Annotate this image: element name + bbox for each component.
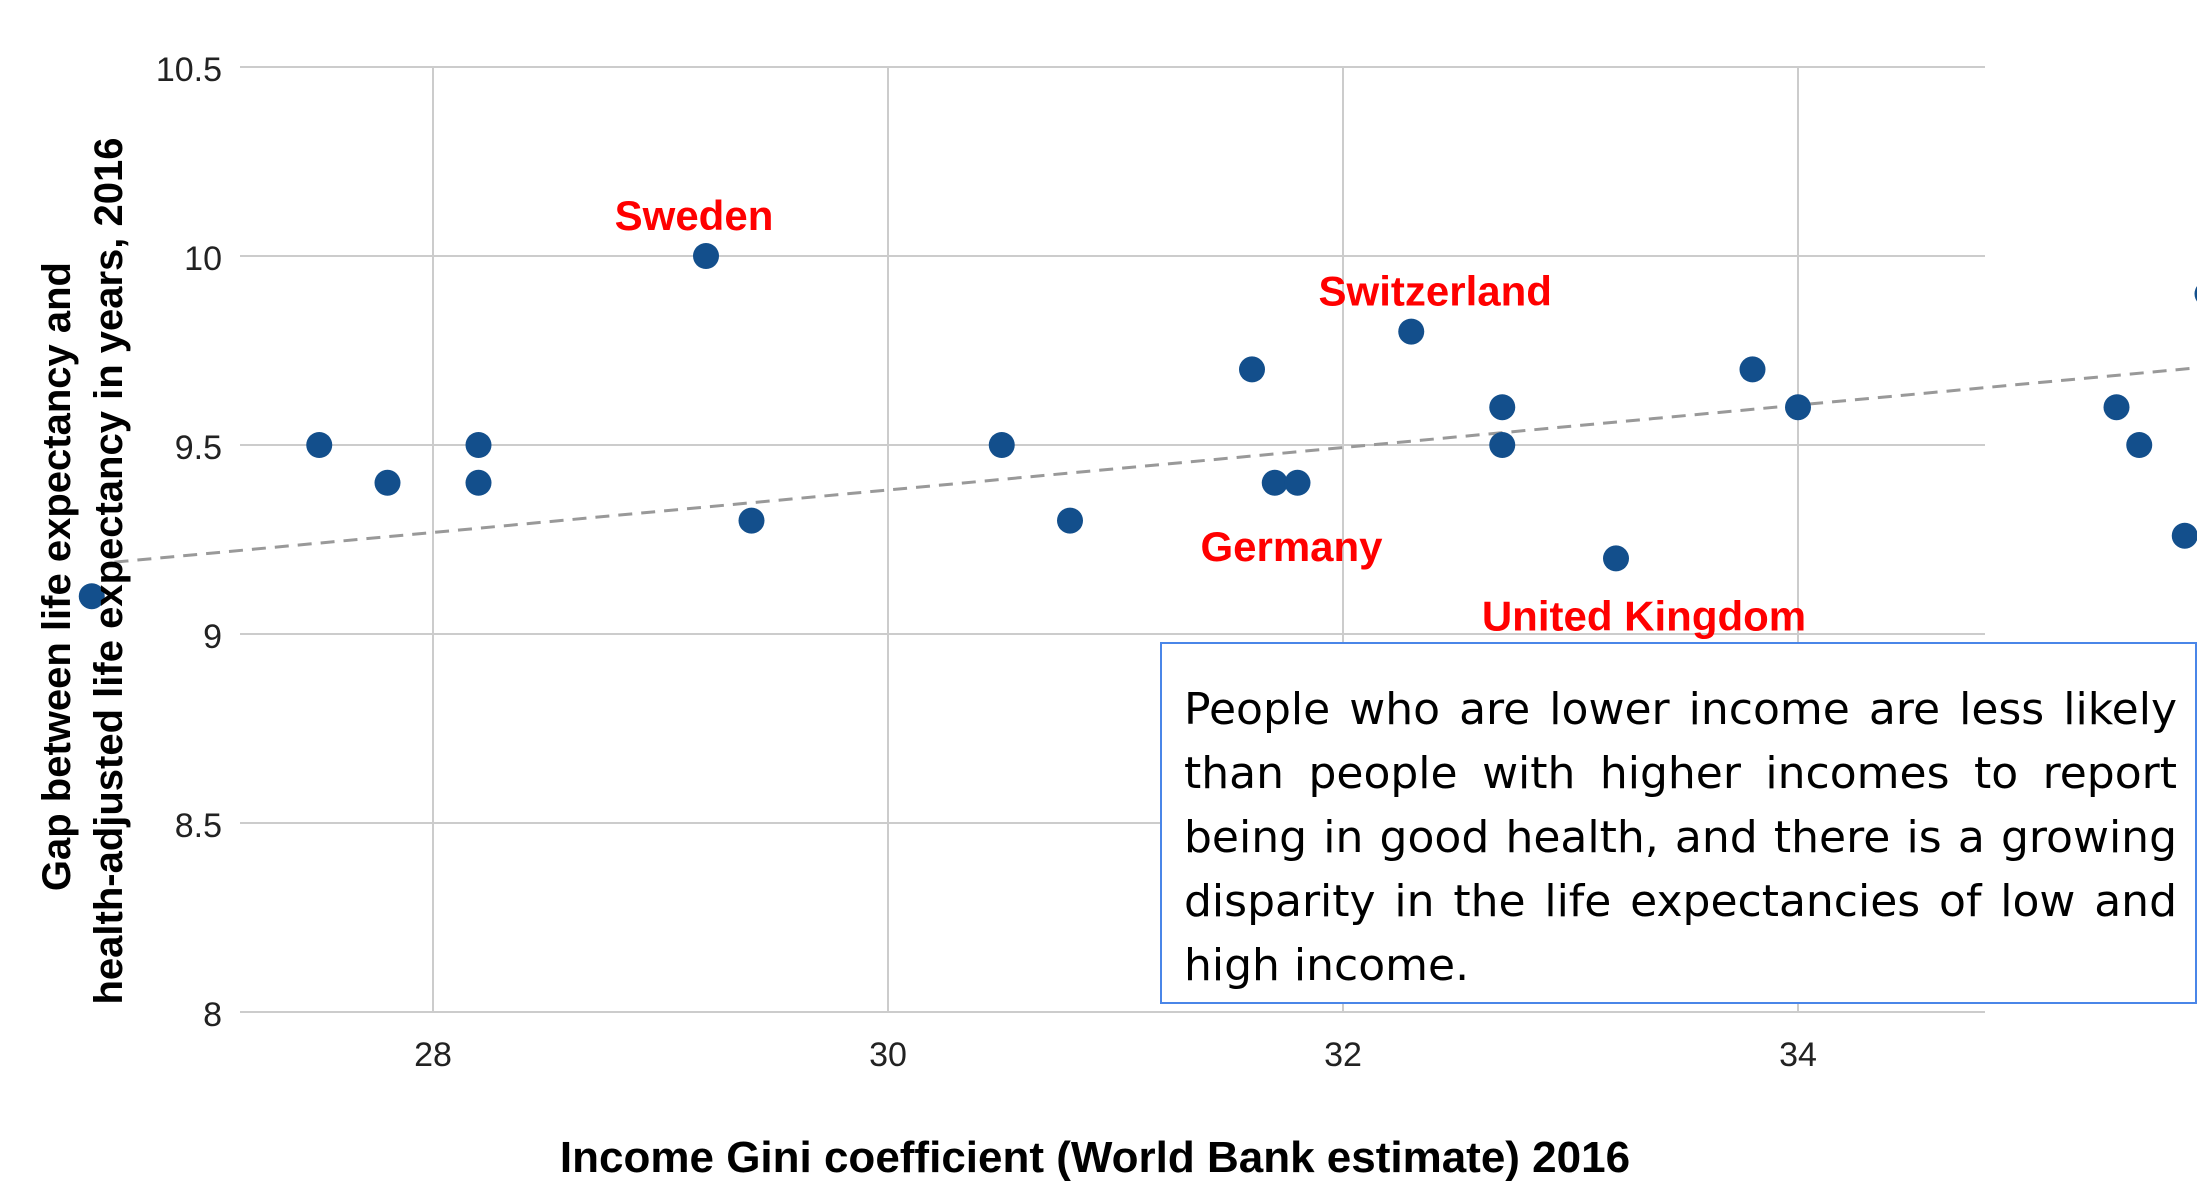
y-tick-label: 10.5 xyxy=(156,51,222,89)
y-axis-title: Gap between life expectancy and health-a… xyxy=(35,137,131,1004)
data-points xyxy=(78,243,2197,610)
y-axis-title-line-2: health-adjusted life expectancy in years… xyxy=(87,137,131,1004)
y-tick-label: 9 xyxy=(203,618,222,656)
y-tick-label: 9.5 xyxy=(175,429,222,467)
data-point xyxy=(1284,469,1311,496)
data-point xyxy=(2171,522,2197,549)
x-tick-label: 30 xyxy=(869,1036,907,1074)
data-point xyxy=(1398,318,1425,345)
data-point xyxy=(2194,286,2197,302)
trend-line xyxy=(114,366,2197,564)
data-point xyxy=(465,432,492,458)
data-point xyxy=(374,469,401,496)
data-point xyxy=(738,507,765,534)
data-point xyxy=(988,432,1015,458)
annotation-text: People who are lower income are less lik… xyxy=(1184,684,2177,991)
y-tick-label: 8.5 xyxy=(175,807,222,845)
data-point xyxy=(1603,545,1629,572)
data-point xyxy=(1489,432,1516,458)
data-point xyxy=(1239,356,1265,383)
data-point xyxy=(1057,507,1083,534)
data-point xyxy=(2103,394,2130,421)
y-tick-label: 10 xyxy=(184,240,222,278)
point-label: United Kingdom xyxy=(1482,592,1806,639)
x-axis-ticks: 28303234363840 xyxy=(414,1036,1817,1074)
data-point xyxy=(78,583,105,610)
data-point xyxy=(2126,432,2153,458)
annotation-box: People who are lower income are less lik… xyxy=(1160,642,2197,1004)
y-tick-label: 8 xyxy=(203,996,222,1034)
x-tick-label: 34 xyxy=(1779,1036,1817,1074)
data-point xyxy=(693,243,719,269)
x-axis-title: Income Gini coefficient (World Bank esti… xyxy=(560,1133,1630,1182)
data-point xyxy=(1489,394,1516,421)
point-label: Germany xyxy=(1200,523,1383,570)
data-point xyxy=(1785,394,1811,421)
point-label: Sweden xyxy=(615,192,774,239)
data-point xyxy=(465,469,492,496)
x-tick-label: 32 xyxy=(1324,1036,1362,1074)
point-label: Switzerland xyxy=(1319,268,1552,315)
y-axis-title-line-1: Gap between life expectancy and xyxy=(35,262,79,891)
x-tick-label: 28 xyxy=(414,1036,452,1074)
y-axis-ticks: 8 8.5 9 9.5 10 10.5 xyxy=(156,51,222,1034)
data-point xyxy=(306,432,333,458)
data-point xyxy=(1739,356,1766,383)
data-point xyxy=(1261,469,1288,496)
